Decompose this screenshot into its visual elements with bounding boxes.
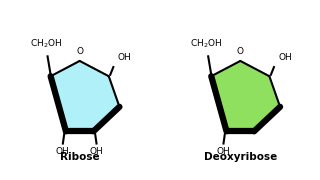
Text: OH: OH [90,147,103,156]
Text: O: O [237,47,244,56]
Text: CH$_2$OH: CH$_2$OH [190,38,223,50]
Polygon shape [51,61,119,131]
Text: OH: OH [217,147,230,156]
Text: O: O [76,47,83,56]
Text: Ribose: Ribose [60,152,100,162]
Text: OH: OH [278,53,292,62]
Text: OH: OH [118,53,132,62]
Text: OH: OH [56,147,70,156]
Polygon shape [211,61,280,131]
Text: CH$_2$OH: CH$_2$OH [30,38,62,50]
Text: Deoxyribose: Deoxyribose [204,152,277,162]
